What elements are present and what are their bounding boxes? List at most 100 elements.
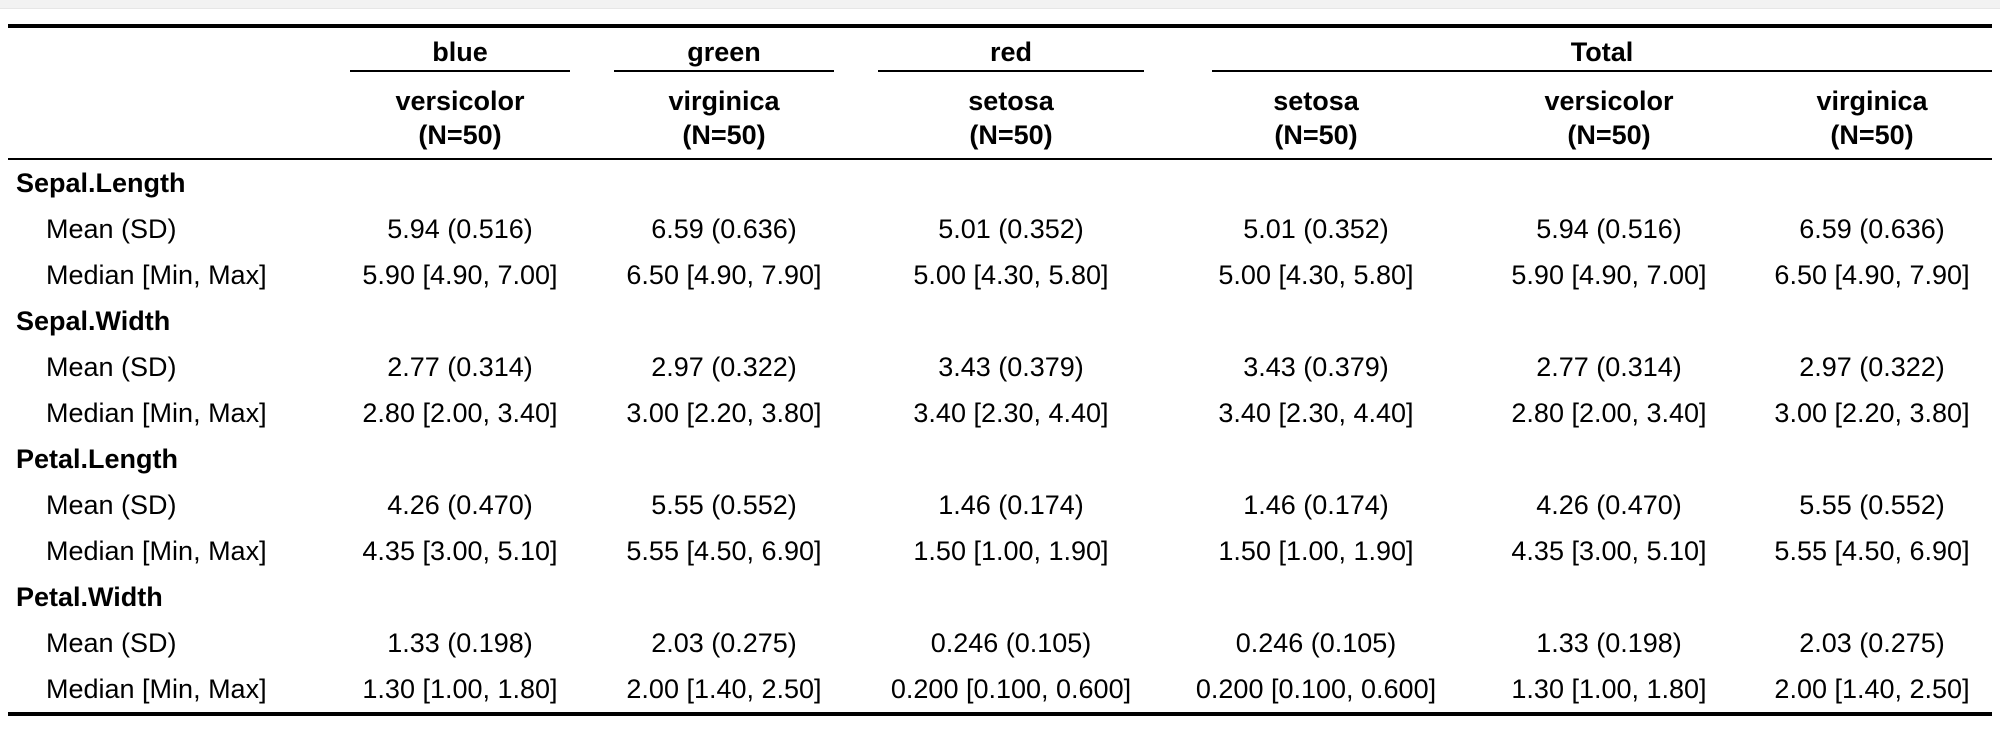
top-strip xyxy=(0,0,2000,9)
table-cell: 3.40 [2.30, 4.40] xyxy=(913,397,1109,428)
column-header: versicolor (N=50) xyxy=(328,72,592,159)
column-header: versicolor (N=50) xyxy=(1466,72,1752,159)
stat-label: Median [Min, Max] xyxy=(46,535,267,566)
column-name: versicolor xyxy=(1544,86,1674,116)
column-n: (N=50) xyxy=(969,120,1053,150)
group-label-blue: blue xyxy=(350,37,570,72)
column-header-empty xyxy=(8,72,328,159)
variable-label: Petal.Width xyxy=(16,581,163,612)
column-header-row: versicolor (N=50) virginica (N=50) setosa (… xyxy=(8,72,1993,159)
table-cell: 5.00 [4.30, 5.80] xyxy=(913,259,1109,290)
group-label-red: red xyxy=(878,37,1144,72)
variable-label: Sepal.Width xyxy=(16,305,171,336)
table-cell: 6.59 (0.636) xyxy=(1799,213,1945,244)
table-row: Mean (SD) 4.26 (0.470) 5.55 (0.552) 1.46… xyxy=(8,482,1992,528)
stat-label: Median [Min, Max] xyxy=(46,259,267,290)
stat-label: Median [Min, Max] xyxy=(46,397,267,428)
table-cell: 4.35 [3.00, 5.10] xyxy=(1511,535,1707,566)
group-label-green: green xyxy=(614,37,834,72)
table-cell: 5.55 [4.50, 6.90] xyxy=(626,535,822,566)
table-cell: 5.01 (0.352) xyxy=(1243,213,1389,244)
table-cell: 4.26 (0.470) xyxy=(1536,489,1682,520)
table-cell: 2.80 [2.00, 3.40] xyxy=(362,397,558,428)
column-name: setosa xyxy=(968,86,1054,116)
stat-label: Mean (SD) xyxy=(46,213,177,244)
table-cell: 0.200 [0.100, 0.600] xyxy=(1195,673,1437,704)
table-cell: 5.01 (0.352) xyxy=(938,213,1084,244)
table-cell: 4.35 [3.00, 5.10] xyxy=(362,535,558,566)
table-cell: 0.200 [0.100, 0.600] xyxy=(890,673,1132,704)
table-cell: 2.97 (0.322) xyxy=(651,351,797,382)
table-cell: 2.00 [1.40, 2.50] xyxy=(626,673,822,704)
table-row: Mean (SD) 5.94 (0.516) 6.59 (0.636) 5.01… xyxy=(8,206,1992,252)
table-cell: 5.00 [4.30, 5.80] xyxy=(1218,259,1414,290)
variable-label: Petal.Length xyxy=(16,443,179,474)
table-cell: 2.97 (0.322) xyxy=(1799,351,1945,382)
table-row: Mean (SD) 1.33 (0.198) 2.03 (0.275) 0.24… xyxy=(8,620,1992,666)
table-cell: 5.55 (0.552) xyxy=(651,489,797,520)
table-cell: 5.55 [4.50, 6.90] xyxy=(1774,535,1970,566)
table-cell: 2.00 [1.40, 2.50] xyxy=(1774,673,1970,704)
table-cell: 1.46 (0.174) xyxy=(1243,489,1389,520)
column-header: virginica (N=50) xyxy=(1752,72,1992,159)
table-cell: 1.30 [1.00, 1.80] xyxy=(1511,673,1707,704)
column-n: (N=50) xyxy=(682,120,766,150)
group-header-total: Total xyxy=(1166,26,1993,72)
column-n: (N=50) xyxy=(1567,120,1651,150)
table-row: Median [Min, Max] 1.30 [1.00, 1.80] 2.00… xyxy=(8,666,1992,714)
variable-row: Petal.Length xyxy=(8,436,1992,482)
variable-row: Sepal.Length xyxy=(8,159,1992,206)
column-header: virginica (N=50) xyxy=(592,72,856,159)
table-cell: 2.80 [2.00, 3.40] xyxy=(1511,397,1707,428)
column-n: (N=50) xyxy=(1274,120,1358,150)
table-cell: 5.90 [4.90, 7.00] xyxy=(1511,259,1707,290)
column-header: setosa (N=50) xyxy=(1166,72,1466,159)
table-cell: 3.00 [2.20, 3.80] xyxy=(626,397,822,428)
table-cell: 3.43 (0.379) xyxy=(938,351,1084,382)
table-row: Median [Min, Max] 4.35 [3.00, 5.10] 5.55… xyxy=(8,528,1992,574)
table-row: Median [Min, Max] 5.90 [4.90, 7.00] 6.50… xyxy=(8,252,1992,298)
table-cell: 2.03 (0.275) xyxy=(1799,627,1945,658)
variable-row: Petal.Width xyxy=(8,574,1992,620)
table-cell: 2.77 (0.314) xyxy=(387,351,533,382)
group-header-red: red xyxy=(856,26,1166,72)
variable-label: Sepal.Length xyxy=(16,167,186,198)
column-n: (N=50) xyxy=(418,120,502,150)
column-name: virginica xyxy=(1816,86,1928,116)
table-cell: 2.03 (0.275) xyxy=(651,627,797,658)
table-cell: 5.94 (0.516) xyxy=(1536,213,1682,244)
summary-table: blue green red Total versicolor (N=50) vi… xyxy=(8,24,1993,716)
table-cell: 1.50 [1.00, 1.90] xyxy=(1218,535,1414,566)
table-cell: 4.26 (0.470) xyxy=(387,489,533,520)
group-header-empty xyxy=(8,26,328,72)
table-cell: 3.00 [2.20, 3.80] xyxy=(1774,397,1970,428)
table-cell: 0.246 (0.105) xyxy=(1235,627,1397,658)
table-cell: 6.50 [4.90, 7.90] xyxy=(626,259,822,290)
table-cell: 1.30 [1.00, 1.80] xyxy=(362,673,558,704)
table-body: Sepal.Length Mean (SD) 5.94 (0.516) 6.59… xyxy=(8,159,1993,714)
table-cell: 1.33 (0.198) xyxy=(1536,627,1682,658)
table-row: Median [Min, Max] 2.80 [2.00, 3.40] 3.00… xyxy=(8,390,1992,436)
table-cell: 2.77 (0.314) xyxy=(1536,351,1682,382)
column-n: (N=50) xyxy=(1830,120,1914,150)
group-header-blue: blue xyxy=(328,26,592,72)
group-header-green: green xyxy=(592,26,856,72)
table-cell: 6.50 [4.90, 7.90] xyxy=(1774,259,1970,290)
table-cell: 5.55 (0.552) xyxy=(1799,489,1945,520)
column-header: setosa (N=50) xyxy=(856,72,1166,159)
table-cell: 5.90 [4.90, 7.00] xyxy=(362,259,558,290)
table-cell: 1.50 [1.00, 1.90] xyxy=(913,535,1109,566)
stat-label: Mean (SD) xyxy=(46,351,177,382)
column-name: versicolor xyxy=(395,86,525,116)
variable-row: Sepal.Width xyxy=(8,298,1992,344)
table-cell: 0.246 (0.105) xyxy=(930,627,1092,658)
group-header-row: blue green red Total xyxy=(8,26,1993,72)
stat-label: Mean (SD) xyxy=(46,489,177,520)
table-cell: 1.33 (0.198) xyxy=(387,627,533,658)
column-name: setosa xyxy=(1273,86,1359,116)
table-cell: 6.59 (0.636) xyxy=(651,213,797,244)
table-cell: 3.40 [2.30, 4.40] xyxy=(1218,397,1414,428)
table-cell: 5.94 (0.516) xyxy=(387,213,533,244)
group-label-total: Total xyxy=(1212,37,1993,72)
stat-label: Median [Min, Max] xyxy=(46,673,267,704)
